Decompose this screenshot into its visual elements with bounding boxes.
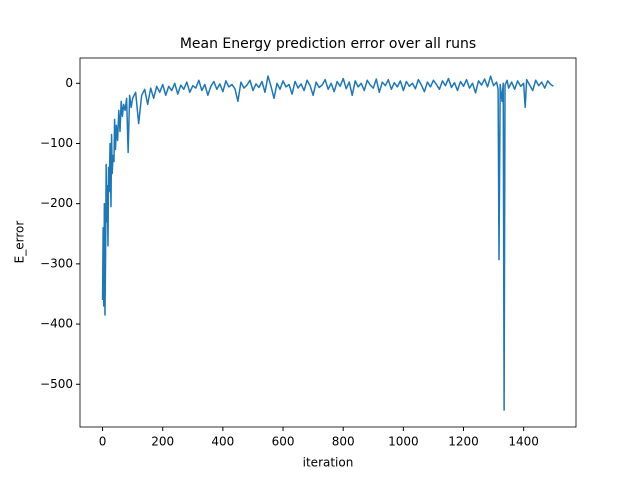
x-tick-label: 400 — [211, 435, 234, 449]
chart-title: Mean Energy prediction error over all ru… — [180, 36, 476, 52]
y-tick-label: −400 — [40, 317, 73, 331]
y-tick-label: −200 — [40, 196, 73, 210]
x-tick-label: 1400 — [508, 435, 539, 449]
x-tick-label: 0 — [99, 435, 107, 449]
x-tick-label: 1200 — [448, 435, 479, 449]
y-tick-label: −300 — [40, 256, 73, 270]
x-tick-label: 800 — [332, 435, 355, 449]
y-tick-label: −100 — [40, 136, 73, 150]
y-tick-label: 0 — [65, 76, 73, 90]
x-tick-label: 600 — [272, 435, 295, 449]
x-tick-label: 200 — [151, 435, 174, 449]
x-tick-label: 1000 — [388, 435, 419, 449]
y-tick-label: −500 — [40, 377, 73, 391]
plot-frame — [79, 57, 577, 428]
data-line — [101, 75, 554, 411]
x-axis-label: iteration — [303, 456, 354, 470]
y-axis-label: E_error — [13, 221, 27, 264]
